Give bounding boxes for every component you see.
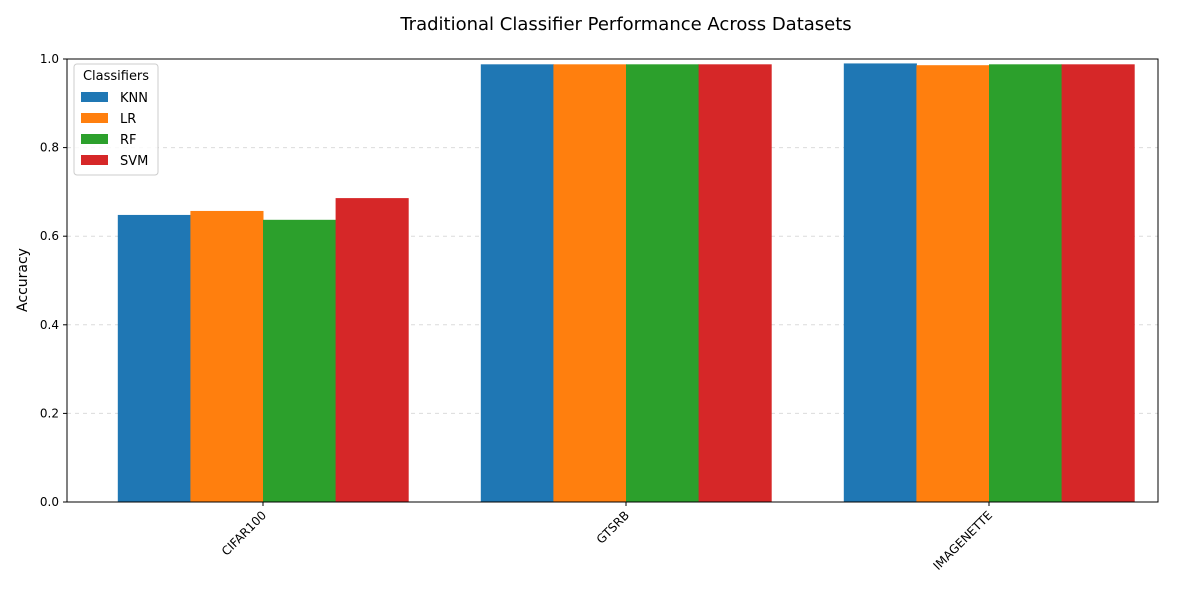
bar-rf-cifar100 bbox=[263, 219, 337, 502]
legend-label-lr: LR bbox=[120, 112, 136, 127]
y-tick-label: 0.2 bbox=[40, 406, 59, 420]
bar-rf-gtsrb bbox=[626, 64, 700, 502]
legend-label-rf: RF bbox=[120, 133, 137, 148]
legend-swatch-knn bbox=[81, 92, 108, 102]
legend-swatch-rf bbox=[81, 134, 108, 144]
y-axis: 0.0 0.2 0.4 0.6 0.8 1.0 bbox=[40, 52, 67, 509]
legend-label-knn: KNN bbox=[120, 91, 148, 106]
bar-knn-gtsrb bbox=[480, 64, 554, 502]
legend: Classifiers KNN LR RF SVM bbox=[73, 63, 159, 176]
bars bbox=[117, 63, 1135, 503]
legend-label-svm: SVM bbox=[120, 154, 148, 169]
y-tick-label: 1.0 bbox=[40, 52, 59, 66]
y-tick-label: 0.6 bbox=[40, 229, 59, 243]
chart-title: Traditional Classifier Performance Acros… bbox=[399, 14, 851, 35]
legend-swatch-lr bbox=[81, 113, 108, 123]
bar-knn-cifar100 bbox=[117, 214, 191, 502]
bar-svm-cifar100 bbox=[335, 198, 409, 503]
legend-frame bbox=[73, 63, 159, 176]
legend-swatch-svm bbox=[81, 155, 108, 165]
y-tick-label: 0.4 bbox=[40, 318, 59, 332]
bar-svm-imagenette bbox=[1061, 64, 1135, 502]
y-tick-label: 0.0 bbox=[40, 495, 59, 509]
plot-frame bbox=[66, 58, 1159, 503]
bar-svm-gtsrb bbox=[698, 64, 772, 502]
y-tick-label: 0.8 bbox=[40, 141, 59, 155]
bar-lr-cifar100 bbox=[190, 210, 264, 502]
legend-title: Classifiers bbox=[83, 69, 149, 84]
bar-lr-gtsrb bbox=[553, 64, 627, 502]
y-axis-label: Accuracy bbox=[15, 248, 31, 312]
bar-lr-imagenette bbox=[916, 65, 990, 503]
legend-items: KNN LR RF SVM bbox=[81, 91, 148, 169]
bar-knn-imagenette bbox=[843, 63, 917, 503]
bar-rf-imagenette bbox=[989, 64, 1063, 502]
